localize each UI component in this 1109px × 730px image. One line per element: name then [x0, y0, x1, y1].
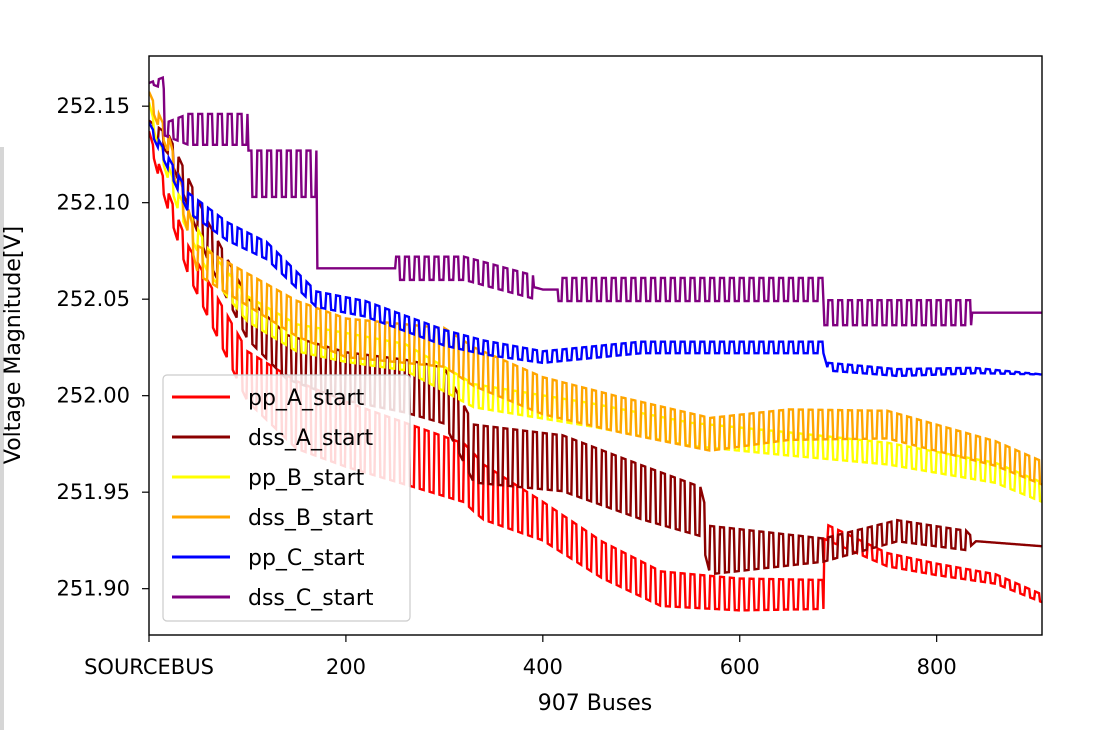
y-tick-label: 251.90: [57, 577, 130, 601]
legend-label-dss_A_start: dss_A_start: [248, 426, 374, 451]
legend: pp_A_start dss_A_start pp_B_start dss_B_sta…: [162, 374, 411, 622]
y-axis: 251.90 251.95 252.00 252.05 252.10 252.15: [57, 94, 149, 601]
series-line-dss_B_start: [149, 91, 1042, 486]
x-tick-label: 600: [720, 655, 760, 679]
y-axis-label: Voltage Magnitude[V]: [1, 226, 26, 464]
x-tick-label: SOURCEBUS: [84, 655, 214, 679]
y-tick-label: 252.15: [57, 94, 130, 118]
plot-frame: [148, 55, 1043, 636]
window-edge: [0, 147, 4, 730]
y-tick-label: 252.10: [57, 191, 130, 215]
x-tick-label: 400: [523, 655, 563, 679]
x-axis-label: 907 Buses: [538, 691, 652, 716]
legend-label-dss_C_start: dss_C_start: [248, 586, 374, 611]
legend-label-pp_C_start: pp_C_start: [248, 546, 365, 571]
x-tick-label: 200: [326, 655, 366, 679]
legend-label-pp_B_start: pp_B_start: [248, 466, 365, 491]
y-tick-label: 251.95: [57, 480, 130, 504]
legend-label-dss_B_start: dss_B_start: [248, 506, 374, 531]
series-line-pp_C_start: [149, 122, 1042, 378]
y-tick-label: 252.05: [57, 287, 130, 311]
y-tick-label: 252.00: [57, 384, 130, 408]
series-line-dss_C_start: [149, 75, 1042, 327]
x-axis: SOURCEBUS 200 400 600 800: [84, 635, 957, 679]
series-line-dss_A_start: [149, 119, 1042, 575]
legend-label-pp_A_start: pp_A_start: [248, 386, 365, 411]
series-layer: [149, 75, 1042, 612]
legend-box: [162, 374, 411, 622]
x-tick-label: 800: [917, 655, 957, 679]
